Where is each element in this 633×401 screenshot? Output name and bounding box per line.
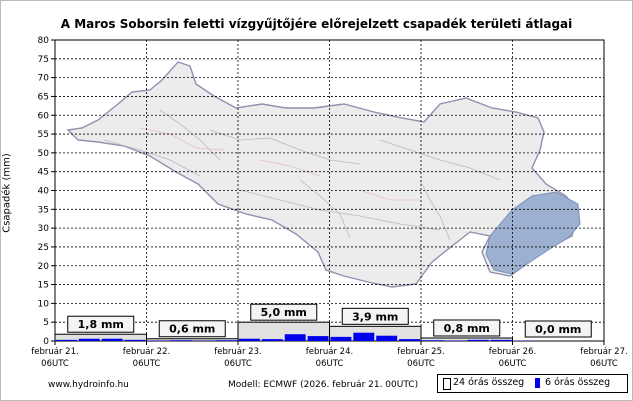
chart-title: A Maros Soborsin feletti vízgyűjtőjére e… [60,17,573,31]
six-hour-bar [101,338,123,341]
daily-sum-label: 0,8 mm [444,322,490,335]
six-hour-bar [307,336,329,341]
legend-24h-label: 24 órás összeg [453,377,525,388]
legend: 24 órás összeg 6 órás összeg [437,374,628,393]
daily-sum-label: 0,0 mm [535,323,581,336]
y-tick-label: 30 [38,224,50,234]
six-hour-bar [353,332,375,341]
daily-sum-label-box [250,303,318,321]
legend-6h-swatch [535,378,540,388]
x-tick-time: 06UTC [499,359,527,369]
six-hour-bar [124,339,146,341]
six-hour-bars [56,332,535,341]
y-tick-label: 5 [43,318,49,328]
x-tick-date: február 22. [123,347,170,357]
x-tick-time: 06UTC [133,359,161,369]
y-tick-label: 60 [38,111,50,121]
y-tick-label: 0 [43,337,49,347]
daily-sum-label-box [67,315,135,333]
six-hour-bar [330,336,352,341]
x-axis-ticks: február 21. 06UTC február 22. 06UTC február … [31,341,628,369]
daily-sum-label-box [433,319,501,337]
six-hour-bar [376,335,398,341]
six-hour-bar [170,340,192,341]
model-info: Modell: ECMWF (2026. február 21. 00UTC) [228,380,419,390]
website-link[interactable]: www.hydroinfo.hu [48,380,129,390]
daily-sum-label-box [158,320,226,338]
six-hour-bar [216,340,237,341]
legend-6h-label: 6 órás összeg [545,377,611,388]
y-tick-label: 40 [38,187,50,197]
daily-sum-label: 5,0 mm [261,306,307,319]
y-tick-label: 10 [38,299,50,309]
x-tick-date: február 26. [489,347,536,357]
y-tick-label: 45 [38,168,49,178]
x-tick-time: 06UTC [407,359,435,369]
daily-sum-label: 3,9 mm [352,310,398,323]
y-tick-label: 75 [38,55,49,65]
legend-24h-swatch [443,378,451,390]
x-tick-date: február 25. [397,347,444,357]
six-hour-bar [78,338,100,341]
x-tick-time: 06UTC [316,359,344,369]
daily-sum-bar [54,333,147,342]
six-hour-bar [56,339,77,341]
y-tick-label: 50 [38,149,50,159]
x-tick-date: február 23. [214,347,261,357]
six-hour-bar [422,340,443,341]
y-tick-label: 25 [38,243,49,253]
daily-sum-bars [54,321,513,342]
six-hour-bar [239,338,260,341]
daily-sum-label: 0,6 mm [169,323,215,336]
daily-sum-bar [420,337,513,342]
x-tick-date: február 24. [306,347,353,357]
y-tick-label: 80 [38,36,50,46]
daily-sum-label-box [341,307,409,325]
y-tick-label: 20 [38,262,50,272]
y-tick-label: 65 [38,92,49,102]
x-tick-time: 06UTC [41,359,69,369]
y-tick-label: 15 [38,281,49,291]
six-hour-bar [490,339,512,341]
daily-sum-labels: 1,8 mm 0,6 mm 5,0 mm 3,9 mm 0,8 mm 0,0 mm [67,303,592,338]
daily-sum-label-box [524,320,592,338]
y-axis-ticks: 0 5 10 15 20 25 30 35 40 45 50 55 60 65 70 75 80 [38,36,55,347]
y-tick-label: 55 [38,130,49,140]
daily-sum-bar [329,325,422,342]
grid-lines [55,40,604,341]
x-tick-date: február 27. [580,347,627,357]
six-hour-bar [261,339,283,341]
six-hour-bar [399,339,420,341]
six-hour-bar [467,339,489,341]
x-tick-date: február 21. [31,347,78,357]
x-tick-time: 06UTC [590,359,618,369]
basin-map-image [66,61,581,288]
y-axis-label: Csapadék (mm) [1,153,13,233]
daily-sum-label: 1,8 mm [78,318,124,331]
y-tick-label: 70 [38,74,50,84]
y-tick-label: 35 [38,205,49,215]
x-tick-time: 06UTC [224,359,252,369]
six-hour-bar [284,334,306,341]
